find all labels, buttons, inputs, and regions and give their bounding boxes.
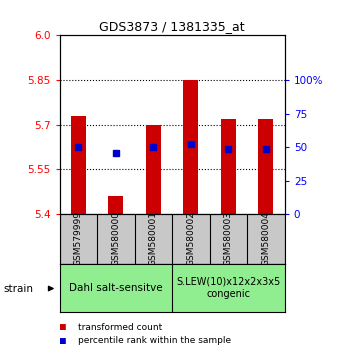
Text: Dahl salt-sensitve: Dahl salt-sensitve <box>69 282 163 293</box>
Bar <box>221 119 236 214</box>
Bar <box>146 125 161 214</box>
Text: GSM580000: GSM580000 <box>112 211 120 267</box>
Text: GSM579999: GSM579999 <box>74 211 83 267</box>
Text: GSM580002: GSM580002 <box>187 211 195 267</box>
Text: GSM580004: GSM580004 <box>262 211 270 267</box>
Bar <box>108 196 123 214</box>
Bar <box>258 119 273 214</box>
Bar <box>183 80 198 214</box>
Text: strain: strain <box>3 284 33 293</box>
Text: ■: ■ <box>60 336 65 346</box>
Text: ■: ■ <box>60 322 65 332</box>
Bar <box>71 116 86 214</box>
Text: GSM580001: GSM580001 <box>149 211 158 267</box>
Title: GDS3873 / 1381335_at: GDS3873 / 1381335_at <box>99 20 245 33</box>
Text: transformed count: transformed count <box>78 323 163 332</box>
Text: GSM580003: GSM580003 <box>224 211 233 267</box>
Text: S.LEW(10)x12x2x3x5
congenic: S.LEW(10)x12x2x3x5 congenic <box>176 276 281 299</box>
Text: percentile rank within the sample: percentile rank within the sample <box>78 336 232 345</box>
